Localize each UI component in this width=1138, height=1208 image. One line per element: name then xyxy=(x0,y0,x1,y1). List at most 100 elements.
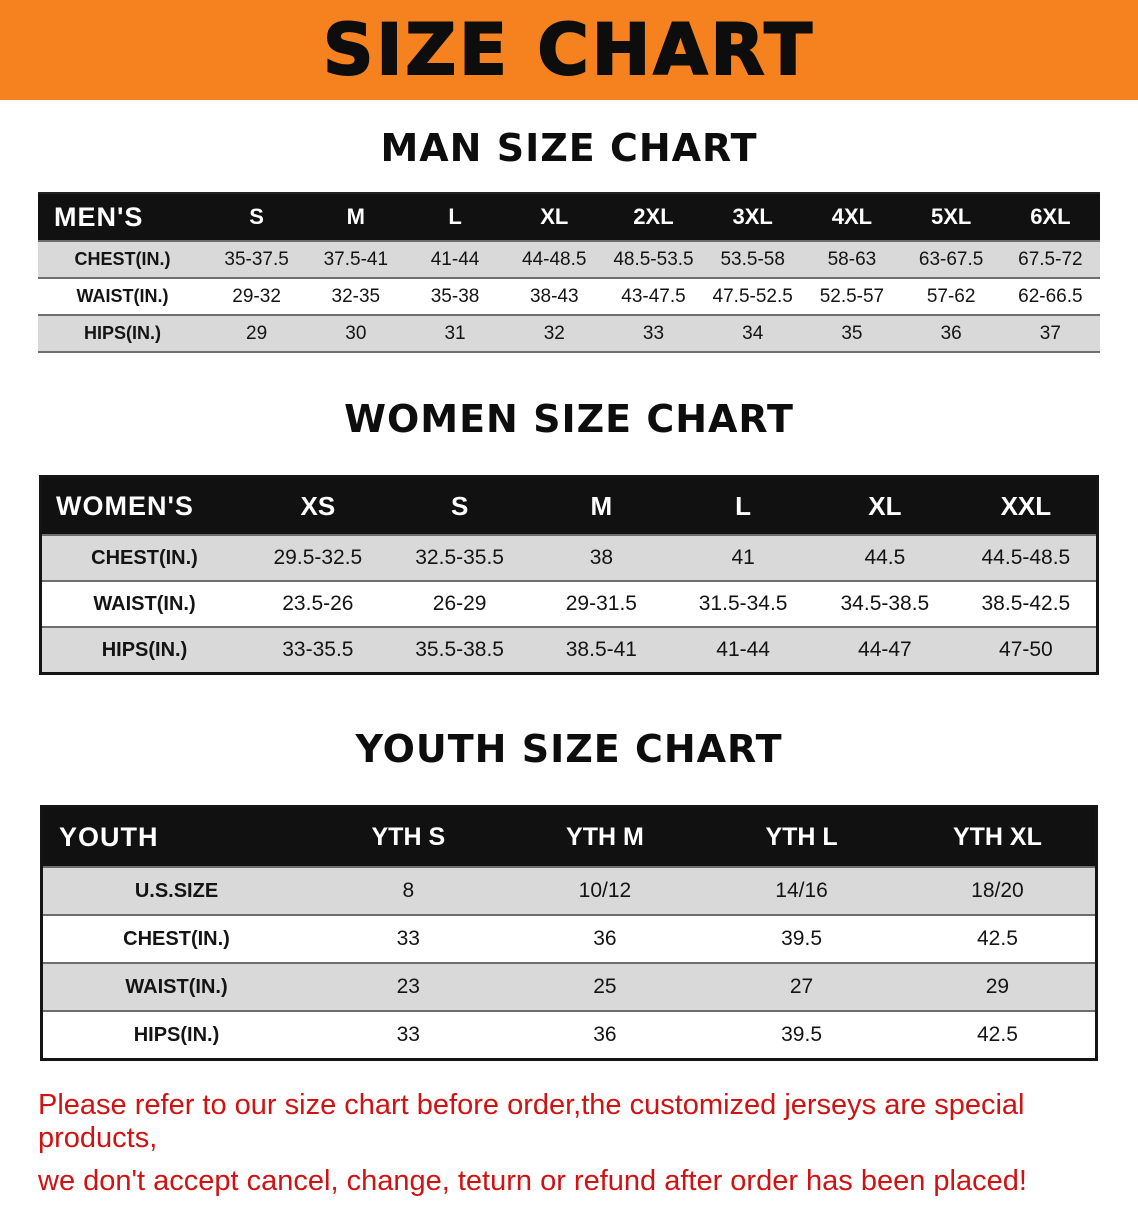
table-row: HIPS(IN.) 33-35.5 35.5-38.5 38.5-41 41-44 44-… xyxy=(40,627,1098,674)
table-row: CHEST(IN.) 33 36 39.5 42.5 xyxy=(41,915,1097,963)
table-cell: 14/16 xyxy=(775,879,828,902)
table-row: WAIST(IN.) 23.5-26 26-29 29-31.5 31.5-34.5 34… xyxy=(40,581,1098,627)
column-header: YTH M xyxy=(506,806,704,867)
table-cell: 8 xyxy=(402,879,415,902)
women-size-heading: WOMEN SIZE CHART xyxy=(344,397,794,441)
table-cell: 30 xyxy=(345,322,367,344)
table-cell: 53.5-58 xyxy=(720,248,785,270)
table-cell: 31 xyxy=(444,322,466,344)
youth-size-section: YOUTH SIZE CHART YOUTH YTH S YTH M YTH L YTH… xyxy=(0,727,1138,1061)
table-row: CHEST(IN.) 29.5-32.5 32.5-35.5 38 41 44.5 44.5… xyxy=(40,535,1098,581)
header-row: YOUTH YTH S YTH M YTH L YTH XL xyxy=(41,806,1097,867)
table-cell: 38-43 xyxy=(529,285,579,307)
table-cell: 29 xyxy=(246,322,268,344)
column-header: L xyxy=(405,193,505,241)
table-cell: 35-38 xyxy=(430,285,480,307)
table-cell: 33 xyxy=(396,1023,420,1046)
youth-size-table-container: YOUTH YTH S YTH M YTH L YTH XL U.S.SIZE 8 10/12… xyxy=(40,805,1098,1061)
table-cell: 39.5 xyxy=(781,927,822,950)
table-cell: 37.5-41 xyxy=(323,248,389,270)
table-cell: 44.5 xyxy=(864,546,906,569)
table-cell: 25 xyxy=(593,975,617,998)
table-cell: 29-31.5 xyxy=(565,592,637,615)
table-cell: 23.5-26 xyxy=(282,592,354,615)
table-cell: 36 xyxy=(593,927,617,950)
row-label: WAIST(IN.) xyxy=(76,286,169,306)
table-cell: 29 xyxy=(985,975,1010,998)
table-cell: 39.5 xyxy=(781,1023,822,1046)
table-cell: 44-48.5 xyxy=(522,248,587,270)
table-row: WAIST(IN.) 23 25 27 29 xyxy=(41,963,1097,1011)
men-size-section: MAN SIZE CHART MEN'S S M L XL 2XL 3XL 4XL 5XL 6XL… xyxy=(0,126,1138,353)
column-header: S xyxy=(207,193,307,241)
table-title: WOMEN'S xyxy=(40,476,247,535)
row-label: U.S.SIZE xyxy=(134,879,219,902)
table-cell: 37 xyxy=(1039,322,1061,344)
row-label: HIPS(IN.) xyxy=(101,638,188,661)
column-header: YTH L xyxy=(703,806,900,867)
table-cell: 36 xyxy=(940,322,962,344)
row-label: CHEST(IN.) xyxy=(91,546,198,569)
women-size-section: WOMEN SIZE CHART WOMEN'S XS S M L XL XXL CHEST(… xyxy=(0,397,1138,675)
column-header: XS xyxy=(247,476,389,535)
table-cell: 32 xyxy=(543,322,565,344)
column-header: 5XL xyxy=(901,193,1001,241)
header-row: WOMEN'S XS S M L XL XXL xyxy=(40,476,1098,535)
table-cell: 35 xyxy=(841,322,863,344)
table-cell: 42.5 xyxy=(977,927,1018,950)
column-header: L xyxy=(672,476,814,535)
column-header: S xyxy=(388,476,531,535)
table-cell: 62-66.5 xyxy=(1018,285,1083,307)
column-header: XXL xyxy=(955,476,1098,535)
column-header: 6XL xyxy=(1000,193,1100,241)
men-size-heading: MAN SIZE CHART xyxy=(380,126,758,170)
table-cell: 36 xyxy=(593,1023,617,1046)
table-cell: 41-44 xyxy=(430,248,480,270)
table-cell: 38 xyxy=(589,546,614,569)
banner: SIZE CHART xyxy=(0,0,1138,100)
table-row: U.S.SIZE 8 10/12 14/16 18/20 xyxy=(41,867,1097,915)
men-size-table-container: MEN'S S M L XL 2XL 3XL 4XL 5XL 6XL CHEST(IN.) 35-37… xyxy=(38,192,1100,353)
table-cell: 41-44 xyxy=(716,638,770,661)
table-cell: 42.5 xyxy=(977,1023,1018,1046)
column-header: 2XL xyxy=(603,193,704,241)
table-row: HIPS(IN.) 33 36 39.5 42.5 xyxy=(41,1011,1097,1060)
table-cell: 34.5-38.5 xyxy=(840,592,930,615)
table-cell: 58-63 xyxy=(827,248,877,270)
table-cell: 10/12 xyxy=(578,879,632,902)
column-header: 4XL xyxy=(802,193,902,241)
womens-size-table: WOMEN'S XS S M L XL XXL CHEST(IN.) 29.5-32.5 32.5… xyxy=(39,475,1099,675)
table-row: WAIST(IN.) 29-32 32-35 35-38 38-43 43-47.5 47.… xyxy=(38,278,1100,315)
table-cell: 33-35.5 xyxy=(282,638,354,661)
table-cell: 48.5-53.5 xyxy=(613,248,694,270)
table-title: YOUTH xyxy=(41,806,310,867)
column-header: M xyxy=(306,193,406,241)
table-cell: 47-50 xyxy=(999,638,1053,661)
row-label: WAIST(IN.) xyxy=(93,592,196,615)
table-cell: 43-47.5 xyxy=(621,285,686,307)
youth-size-heading: YOUTH SIZE CHART xyxy=(355,727,783,771)
table-cell: 41 xyxy=(731,546,755,569)
table-cell: 38.5-41 xyxy=(565,638,637,661)
header-row: MEN'S S M L XL 2XL 3XL 4XL 5XL 6XL xyxy=(38,193,1100,241)
page-title: SIZE CHART xyxy=(322,8,816,92)
row-label: WAIST(IN.) xyxy=(125,975,228,998)
table-cell: 44-47 xyxy=(858,638,912,661)
table-cell: 67.5-72 xyxy=(1018,248,1083,270)
table-cell: 26-29 xyxy=(432,592,487,615)
row-label: CHEST(IN.) xyxy=(74,249,171,269)
table-cell: 38.5-42.5 xyxy=(981,592,1071,615)
youth-size-table: YOUTH YTH S YTH M YTH L YTH XL U.S.SIZE 8 10/12… xyxy=(40,805,1098,1061)
column-header: XL xyxy=(504,193,604,241)
table-cell: 63-67.5 xyxy=(918,248,984,270)
table-cell: 47.5-52.5 xyxy=(712,285,793,307)
table-cell: 35-37.5 xyxy=(224,248,289,270)
table-row: CHEST(IN.) 35-37.5 37.5-41 41-44 44-48.5 48.5… xyxy=(38,241,1100,278)
disclaimer: Please refer to our size chart before or… xyxy=(38,1089,1108,1198)
table-cell: 57-62 xyxy=(926,285,976,307)
table-cell: 33 xyxy=(396,927,420,950)
table-cell: 27 xyxy=(789,975,814,998)
column-header: XL xyxy=(814,476,956,535)
table-cell: 33 xyxy=(642,322,665,344)
